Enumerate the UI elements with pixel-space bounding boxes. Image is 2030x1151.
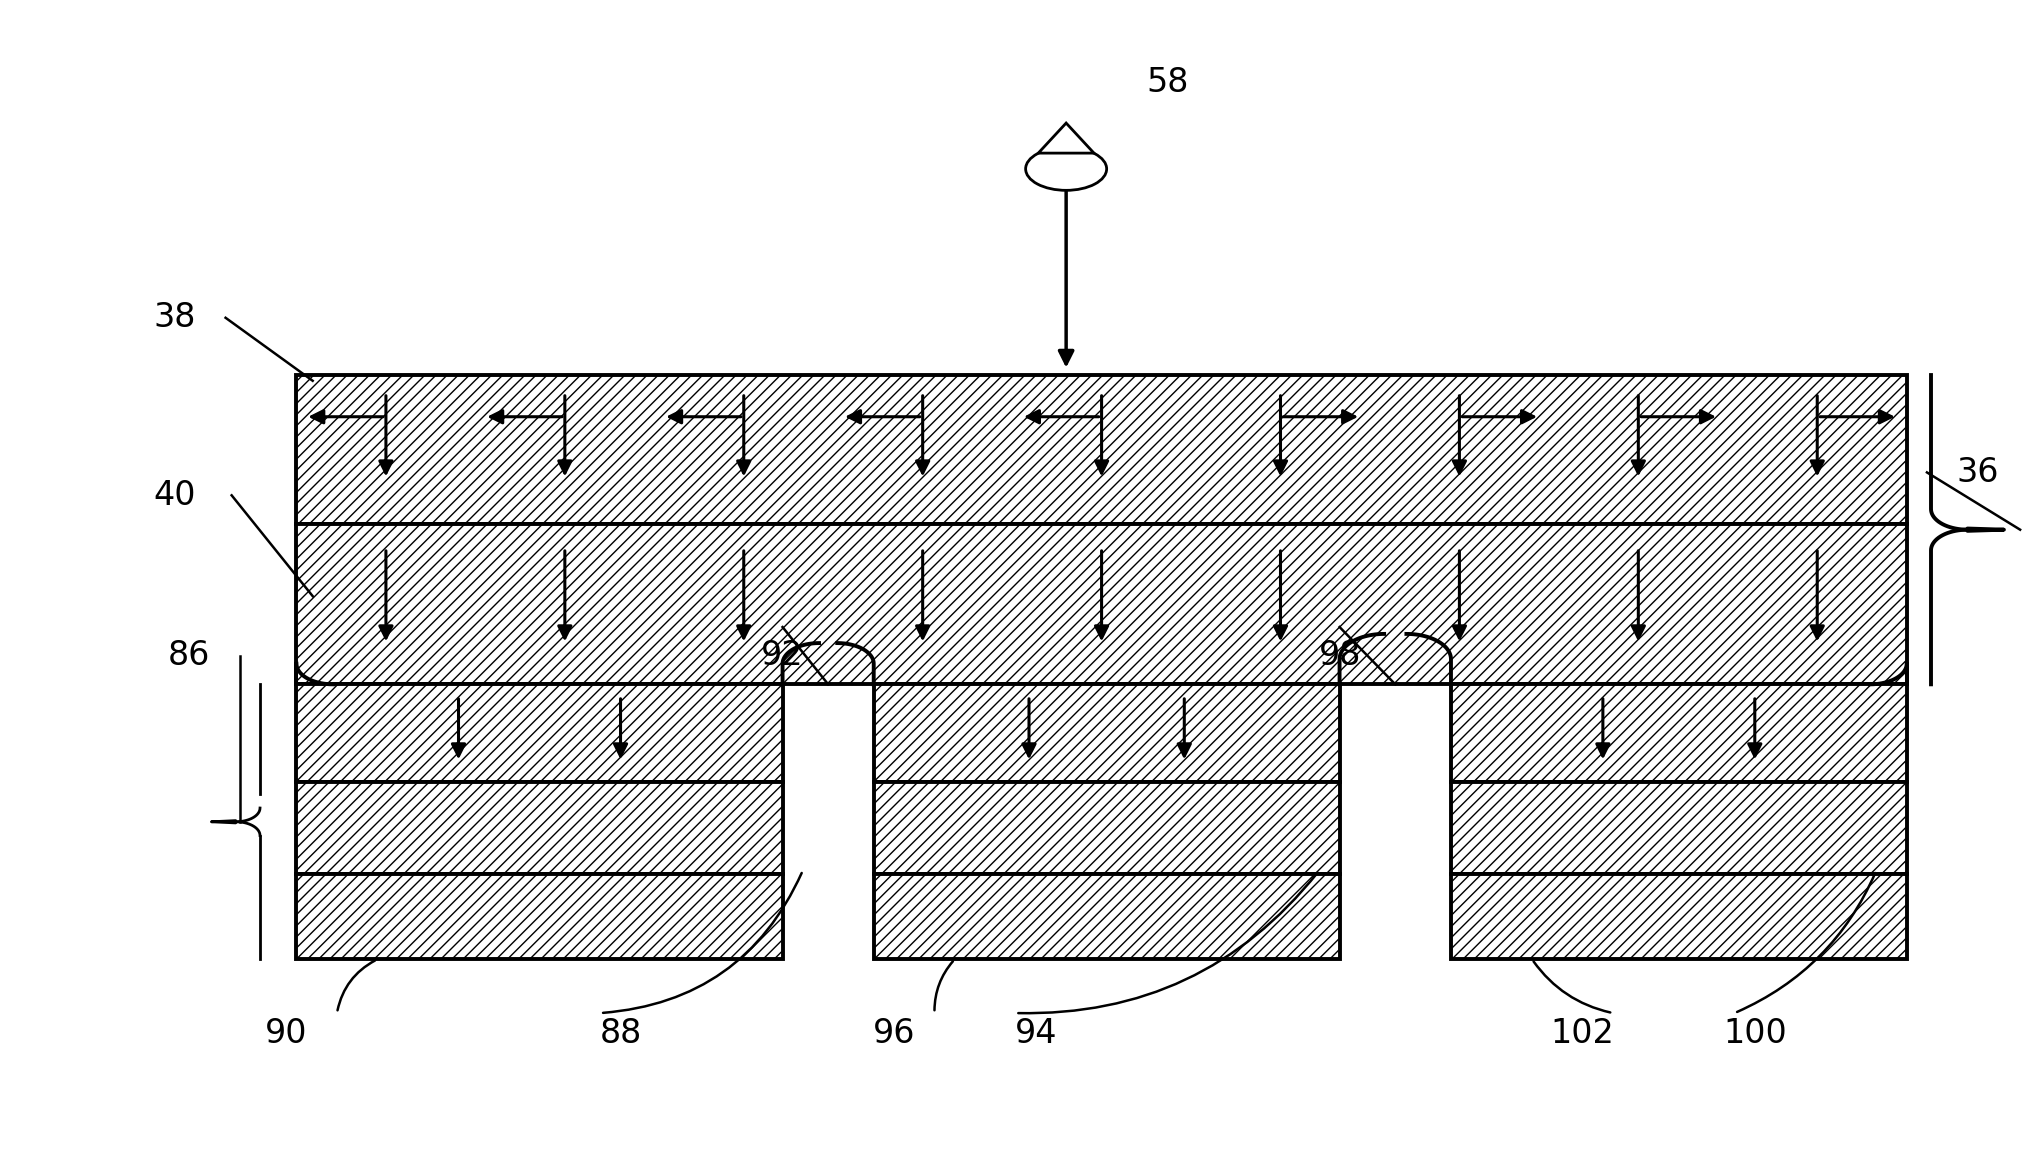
Text: 92: 92	[761, 639, 804, 672]
Text: 100: 100	[1721, 1017, 1786, 1050]
Bar	[296, 524, 1906, 685]
Text: 38: 38	[154, 302, 197, 334]
Bar	[1449, 874, 1906, 959]
Bar	[1449, 782, 1906, 874]
Text: 98: 98	[1317, 639, 1360, 672]
Bar	[873, 782, 1340, 874]
Bar	[1449, 685, 1906, 782]
Text: 96: 96	[873, 1017, 916, 1050]
Text: 90: 90	[266, 1017, 307, 1050]
Text: 88: 88	[599, 1017, 641, 1050]
Polygon shape	[1037, 123, 1094, 153]
Ellipse shape	[1025, 147, 1106, 190]
Text: 40: 40	[154, 479, 197, 512]
Text: 94: 94	[1015, 1017, 1056, 1050]
Text: 36: 36	[1955, 456, 1998, 489]
Bar	[296, 874, 782, 959]
Bar	[296, 685, 782, 782]
Bar	[296, 782, 782, 874]
Text: 86: 86	[168, 639, 211, 672]
Bar	[873, 685, 1340, 782]
Bar	[296, 375, 1906, 524]
Text: 58: 58	[1145, 67, 1188, 99]
Text: 102: 102	[1551, 1017, 1614, 1050]
Bar	[873, 874, 1340, 959]
